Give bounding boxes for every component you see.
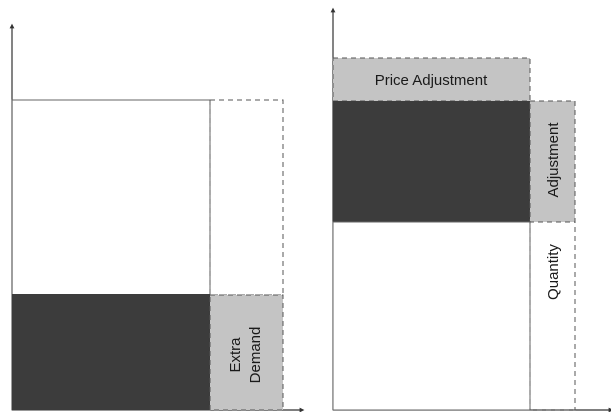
- extra-demand-label-line1: Extra: [227, 337, 244, 373]
- left-dashed-column: [209, 99, 284, 296]
- right-dark-block: [333, 101, 530, 222]
- price-adjustment-block: [332, 57, 531, 102]
- adjustment-block: [529, 100, 576, 223]
- extra-demand-block: [209, 294, 284, 411]
- right-panel: Price Adjustment Adjustment Quantity: [330, 7, 611, 412]
- left-dark-block: [12, 294, 210, 410]
- quantity-label: Quantity: [545, 244, 562, 300]
- extra-demand-label-line2: Demand: [247, 327, 264, 384]
- price-adjustment-label: Price Adjustment: [375, 72, 488, 89]
- left-panel: Extra Demand: [9, 23, 305, 412]
- right-white-box: [332, 221, 531, 411]
- adjustment-label: Adjustment: [545, 122, 562, 198]
